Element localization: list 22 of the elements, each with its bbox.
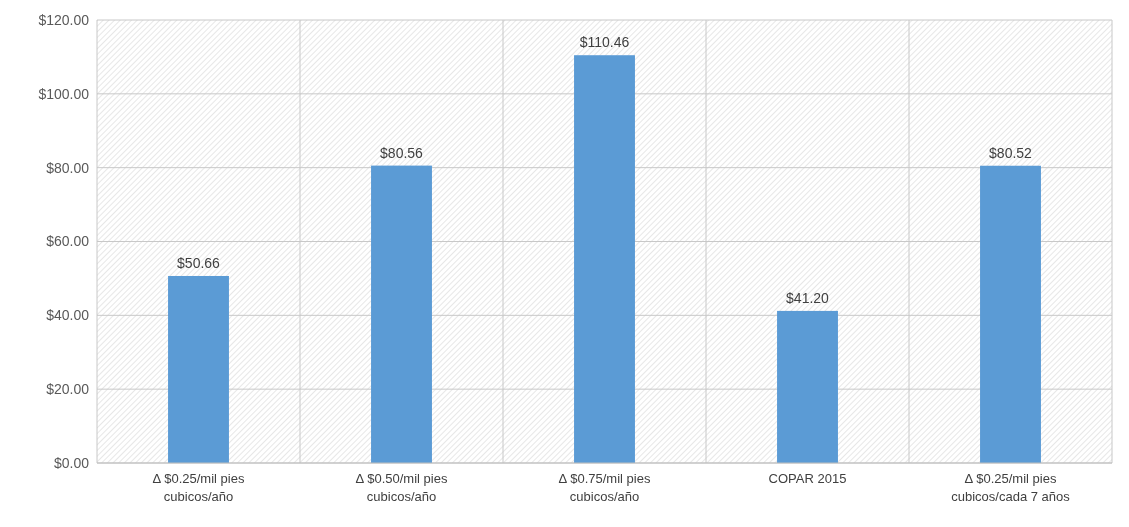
data-label: $80.52 [989,144,1033,161]
bar [168,275,229,463]
y-tick-label: $80.00 [46,159,90,176]
y-tick-label: $100.00 [38,85,90,102]
x-tick-label: Δ $0.50/mil pies cubicos/año [355,471,448,504]
x-tick-label: Δ $0.25/mil pies cubicos/cada 7 años [951,471,1071,504]
y-tick-label: $40.00 [46,307,90,324]
y-tick-label: $20.00 [46,381,90,398]
x-tick-label: Δ $0.25/mil pies cubicos/año [152,471,245,504]
y-tick-label: $0.00 [53,454,90,471]
data-label: $110.46 [579,34,630,51]
y-tick-label: $60.00 [46,233,90,250]
x-tick-label: COPAR 2015 [768,471,847,486]
x-tick-label: Δ $0.75/mil pies cubicos/año [558,471,651,504]
bar [574,55,635,463]
bar [777,310,838,463]
bar [980,165,1041,463]
data-label: $50.66 [177,254,221,271]
y-tick-label: $120.00 [38,11,90,28]
bar [371,165,432,463]
data-label: $80.56 [380,144,424,161]
data-label: $41.20 [786,289,830,306]
